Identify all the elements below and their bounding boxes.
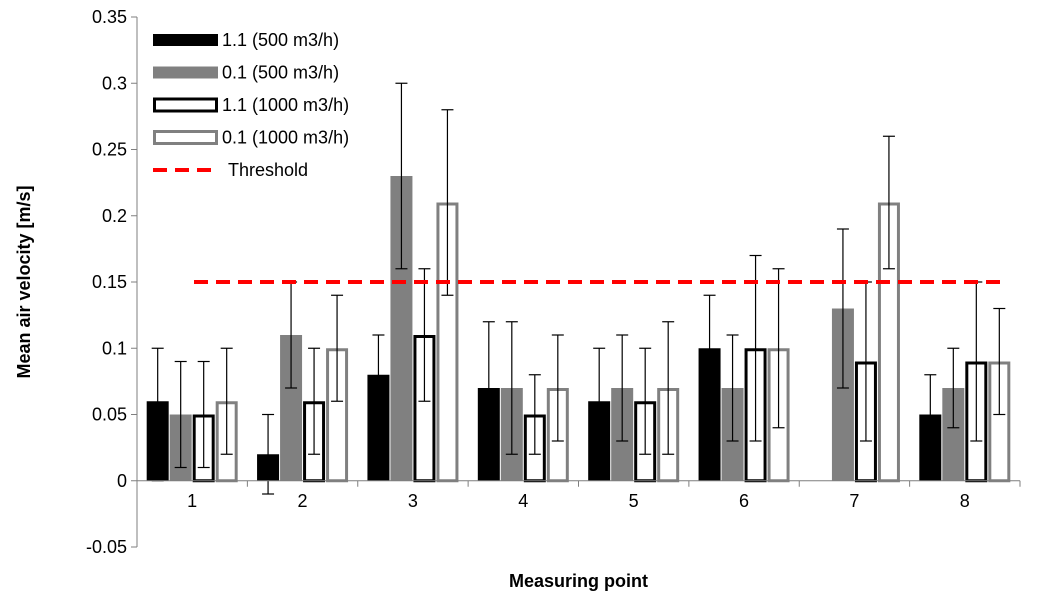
y-tick-label: 0.15	[92, 272, 127, 292]
error-bar	[639, 347, 652, 455]
bar	[942, 388, 965, 481]
error-bar	[372, 334, 385, 416]
x-tick-label: 8	[960, 491, 970, 511]
error-bar	[703, 294, 716, 402]
legend-label: 1.1 (1000 m3/h)	[222, 95, 349, 115]
legend-label: Threshold	[228, 160, 308, 180]
y-tick-label: 0	[117, 471, 127, 491]
bars-layer	[146, 176, 1011, 483]
error-bar	[593, 347, 606, 455]
legend-label: 0.1 (500 m3/h)	[222, 63, 339, 83]
bar	[390, 176, 413, 481]
y-tick-label: -0.05	[86, 537, 127, 557]
bar	[698, 348, 721, 481]
error-bar	[220, 347, 233, 455]
error-bar	[616, 334, 629, 442]
legend-swatch	[153, 34, 218, 46]
error-bar	[441, 109, 454, 296]
error-bar	[882, 135, 895, 270]
x-tick-label: 4	[518, 491, 528, 511]
y-tick-label: 0.35	[92, 7, 127, 27]
legend-label: 0.1 (1000 m3/h)	[222, 128, 349, 148]
error-bars-layer	[151, 82, 1006, 495]
error-bar	[482, 321, 495, 455]
legend-swatch	[153, 97, 218, 113]
x-ticks: 1 2 3 4 5 6 7 8	[136, 480, 1021, 511]
legend-swatch	[153, 130, 218, 145]
y-tick-label: 0.05	[92, 405, 127, 425]
x-axis-title: Measuring point	[509, 571, 648, 591]
x-tick-label: 6	[739, 491, 749, 511]
error-bar	[395, 82, 408, 270]
x-tick-label: 3	[408, 491, 418, 511]
x-tick-label: 7	[849, 491, 859, 511]
error-bar	[308, 347, 321, 455]
error-bar	[772, 268, 785, 429]
error-bar	[749, 254, 762, 442]
error-bar	[528, 374, 541, 455]
y-axis-title: Mean air velocity [m/s]	[14, 185, 34, 378]
error-bar	[418, 268, 431, 402]
error-bar	[924, 374, 937, 455]
x-tick-label: 5	[629, 491, 639, 511]
bar	[367, 374, 390, 481]
error-bar	[947, 347, 960, 429]
error-bar	[174, 360, 187, 469]
legend: 1.1 (500 m3/h) 0.1 (500 m3/h) 1.1 (1000 m3…	[153, 30, 349, 180]
error-bar	[836, 228, 849, 389]
y-tick-label: 0.1	[102, 338, 127, 358]
error-bar	[197, 360, 210, 469]
error-bar	[331, 294, 344, 402]
bar	[280, 335, 303, 481]
y-ticks: -0.05 0 0.05 0.1 0.15 0.2 0.25 0.3 0.35	[86, 7, 137, 557]
x-tick-label: 2	[298, 491, 308, 511]
x-tick-label: 1	[187, 491, 197, 511]
error-bar	[993, 307, 1006, 416]
error-bar	[505, 321, 518, 455]
bar	[831, 308, 854, 481]
error-bar	[551, 334, 564, 442]
legend-swatch	[153, 66, 218, 79]
y-tick-label: 0.2	[102, 206, 127, 226]
error-bar	[662, 321, 675, 455]
y-tick-label: 0.25	[92, 140, 127, 160]
error-bar	[726, 334, 739, 442]
legend-label: 1.1 (500 m3/h)	[222, 30, 339, 50]
y-tick-label: 0.3	[102, 73, 127, 93]
